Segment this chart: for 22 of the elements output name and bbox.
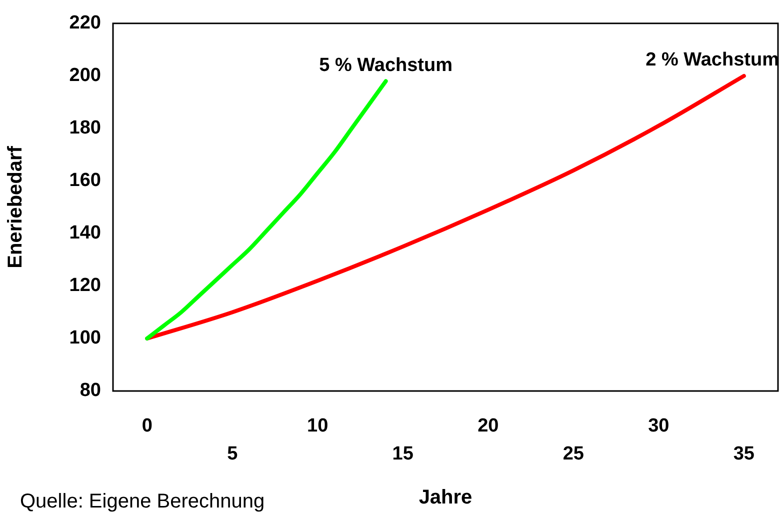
y-tick-label: 140 — [69, 222, 101, 244]
x2-tick-label: 25 — [562, 444, 584, 465]
y-axis-title: Eneriebedarf — [4, 146, 27, 268]
y-tick-label: 200 — [69, 65, 101, 86]
x2-tick-label: 35 — [733, 444, 755, 465]
series-label: 5 % Wachstum — [319, 54, 453, 76]
x-tick-label: 0 — [142, 416, 152, 437]
y-tick-label: 120 — [69, 275, 101, 296]
x-tick-label: 10 — [307, 416, 328, 437]
series-label: 2 % Wachstum — [646, 50, 780, 71]
line-series — [145, 79, 388, 340]
y-tick-label: 160 — [69, 170, 101, 192]
y-tick-label: 100 — [69, 328, 101, 349]
y-tick-label: 180 — [69, 118, 101, 139]
x-tick-label: 20 — [478, 416, 499, 437]
source-note: Quelle: Eigene Berechnung — [20, 490, 265, 513]
x2-tick-label: 15 — [392, 444, 414, 465]
x2-tick-label: 5 — [227, 444, 238, 465]
y-tick-label: 80 — [80, 380, 101, 402]
x-axis-title: Jahre — [418, 486, 472, 509]
y-tick-label: 220 — [69, 12, 101, 34]
x-tick-label: 30 — [648, 416, 670, 437]
